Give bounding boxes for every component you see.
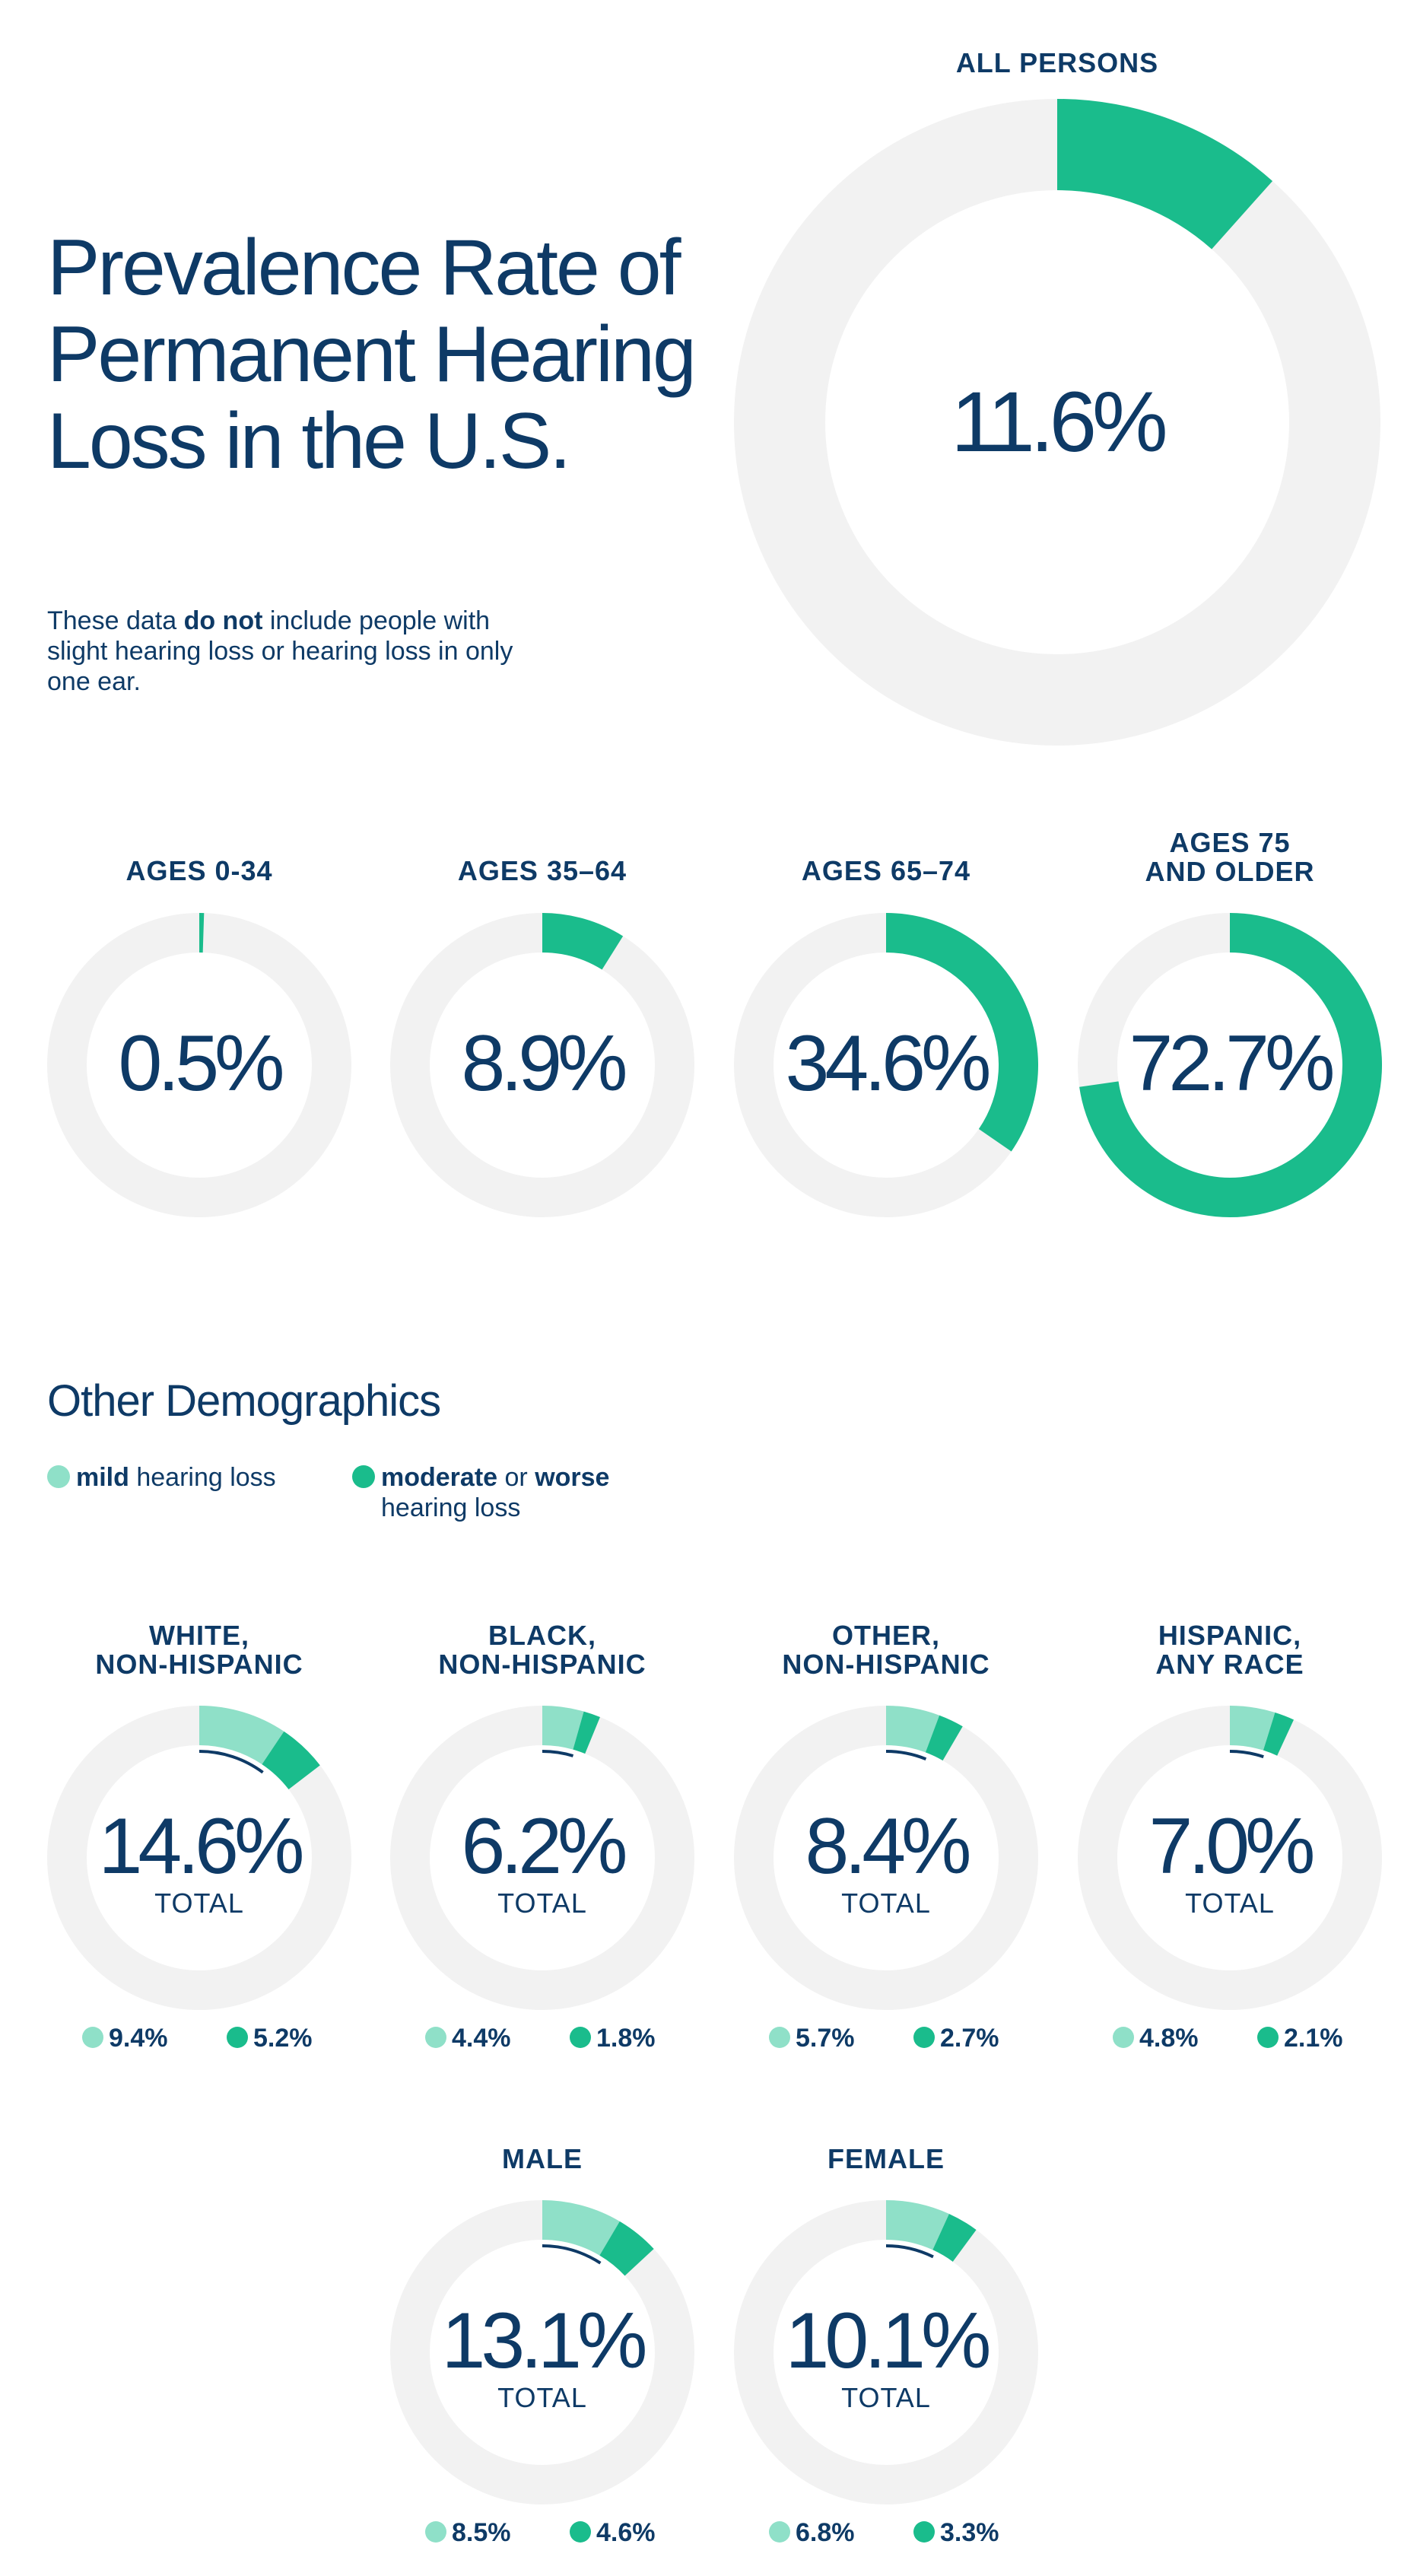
hispanic-any-race-total-word: TOTAL: [1185, 1887, 1275, 1919]
ages-65-74-value-label: 34.6%: [786, 1019, 989, 1108]
female-moderate-arc: [932, 2213, 977, 2262]
hispanic-any-race-moderate-arc: [1263, 1713, 1295, 1756]
legend-moderate-label: moderate or worse hearing loss: [381, 1462, 672, 1523]
male-total-word: TOTAL: [497, 2382, 587, 2413]
white-non-hispanic-moderate-label: 5.2%: [253, 2024, 313, 2053]
female-moderate-label: 3.3%: [940, 2518, 999, 2547]
black-non-hispanic-mild-swatch: [425, 2027, 446, 2048]
hispanic-any-race-mild-swatch: [1113, 2027, 1134, 2048]
white-non-hispanic-title-line: WHITE,: [149, 1620, 249, 1651]
female-moderate-swatch: [913, 2521, 935, 2543]
other-non-hispanic-mild-bracket: [885, 1750, 927, 1761]
hispanic-any-race-title-line: HISPANIC,: [1158, 1620, 1301, 1651]
ages-75-and-older-title-line: AND OLDER: [1145, 856, 1315, 887]
male-title-line: MALE: [502, 2143, 583, 2174]
ages-35-64-arc: [542, 913, 624, 970]
black-non-hispanic-mild-bracket: [542, 1750, 574, 1757]
white-non-hispanic-mild-label: 9.4%: [109, 2024, 168, 2053]
legend-mild-swatch: [47, 1465, 70, 1488]
all-persons-title: ALL PERSONS: [956, 47, 1158, 78]
female-mild-bracket: [885, 2244, 934, 2259]
male-mild-arc: [542, 2200, 620, 2256]
other-non-hispanic-moderate-label: 2.7%: [940, 2024, 999, 2053]
other-non-hispanic-moderate-arc: [925, 1715, 963, 1761]
other-non-hispanic-mild-arc: [886, 1706, 940, 1753]
legend-moderate-swatch: [352, 1465, 375, 1488]
legend-mild-bold: mild: [76, 1463, 129, 1492]
ages-35-64-title-line: AGES 35–64: [458, 855, 627, 886]
legend-moderate-mid: or: [497, 1463, 535, 1492]
black-non-hispanic-total-label: 6.2%: [461, 1802, 625, 1891]
white-non-hispanic-moderate-arc: [262, 1731, 320, 1790]
male-mild-bracket: [542, 2244, 602, 2265]
hispanic-any-race-total-label: 7.0%: [1148, 1802, 1313, 1891]
section-title: Other Demographics: [47, 1376, 441, 1426]
data-note: These data do not include people with sl…: [47, 606, 519, 697]
all-persons-arc: [1057, 99, 1273, 250]
male-mild-swatch: [425, 2521, 446, 2543]
page-title: Prevalence Rate of Permanent Hearing Los…: [47, 224, 697, 485]
other-non-hispanic-mild-label: 5.7%: [796, 2024, 855, 2053]
female-mild-arc: [886, 2200, 949, 2250]
ages-75-and-older-value-label: 72.7%: [1129, 1019, 1333, 1108]
white-non-hispanic-title-line: NON-HISPANIC: [95, 1649, 303, 1680]
female-mild-label: 6.8%: [796, 2518, 855, 2547]
legend-moderate-rest: hearing loss: [381, 1493, 521, 1522]
note-text-post: include people with slight hearing loss …: [47, 606, 513, 696]
hispanic-any-race-mild-label: 4.8%: [1139, 2024, 1199, 2053]
ages-35-64-value-label: 8.9%: [461, 1019, 625, 1108]
hispanic-any-race-moderate-label: 2.1%: [1284, 2024, 1343, 2053]
other-non-hispanic-total-word: TOTAL: [841, 1887, 931, 1919]
legend-mild-label: mild hearing loss: [76, 1462, 351, 1493]
black-non-hispanic-mild-arc: [542, 1706, 584, 1750]
legend-mild-rest: hearing loss: [129, 1463, 276, 1492]
note-text-bold: do not: [183, 606, 263, 635]
male-mild-label: 8.5%: [452, 2518, 511, 2547]
ages-0-34-value-label: 0.5%: [118, 1019, 282, 1108]
ages-75-and-older-title-line: AGES 75: [1169, 827, 1290, 858]
male-moderate-label: 4.6%: [596, 2518, 656, 2547]
black-non-hispanic-moderate-label: 1.8%: [596, 2024, 656, 2053]
black-non-hispanic-moderate-arc: [573, 1711, 600, 1754]
female-total-label: 10.1%: [786, 2297, 989, 2385]
black-non-hispanic-mild-label: 4.4%: [452, 2024, 511, 2053]
other-non-hispanic-mild-swatch: [769, 2027, 790, 2048]
legend-moderate: moderate or worse hearing loss: [352, 1462, 672, 1523]
other-non-hispanic-title-line: NON-HISPANIC: [782, 1649, 990, 1680]
hispanic-any-race-moderate-swatch: [1257, 2027, 1279, 2048]
other-non-hispanic-moderate-swatch: [913, 2027, 935, 2048]
male-moderate-swatch: [570, 2521, 591, 2543]
hispanic-any-race-mild-bracket: [1229, 1750, 1264, 1759]
white-non-hispanic-moderate-swatch: [227, 2027, 248, 2048]
ages-0-34-title-line: AGES 0-34: [125, 855, 272, 886]
white-non-hispanic-total-label: 14.6%: [99, 1802, 302, 1891]
male-moderate-arc: [599, 2221, 654, 2276]
white-non-hispanic-mild-bracket: [199, 1750, 264, 1774]
other-non-hispanic-title-line: OTHER,: [832, 1620, 940, 1651]
hispanic-any-race-title-line: ANY RACE: [1155, 1649, 1304, 1680]
legend-moderate-bold-2: worse: [535, 1463, 610, 1492]
ages-0-34-arc: [199, 913, 205, 953]
all-persons-value-label: 11.6%: [951, 374, 1165, 469]
note-text-pre: These data: [47, 606, 184, 635]
white-non-hispanic-mild-swatch: [82, 2027, 103, 2048]
other-non-hispanic-total-label: 8.4%: [805, 1802, 969, 1891]
male-total-label: 13.1%: [442, 2297, 645, 2385]
female-mild-swatch: [769, 2521, 790, 2543]
female-title-line: FEMALE: [828, 2143, 945, 2174]
legend-moderate-bold-1: moderate: [381, 1463, 498, 1492]
white-non-hispanic-total-word: TOTAL: [154, 1887, 244, 1919]
ages-65-74-title-line: AGES 65–74: [802, 855, 970, 886]
black-non-hispanic-title-line: NON-HISPANIC: [438, 1649, 646, 1680]
ages-65-74-arc: [886, 913, 1038, 1152]
female-total-word: TOTAL: [841, 2382, 931, 2413]
black-non-hispanic-moderate-swatch: [570, 2027, 591, 2048]
hispanic-any-race-mild-arc: [1230, 1706, 1275, 1751]
black-non-hispanic-title-line: BLACK,: [488, 1620, 596, 1651]
white-non-hispanic-mild-arc: [199, 1706, 284, 1765]
legend-mild: mild hearing loss: [47, 1462, 351, 1493]
black-non-hispanic-total-word: TOTAL: [497, 1887, 587, 1919]
